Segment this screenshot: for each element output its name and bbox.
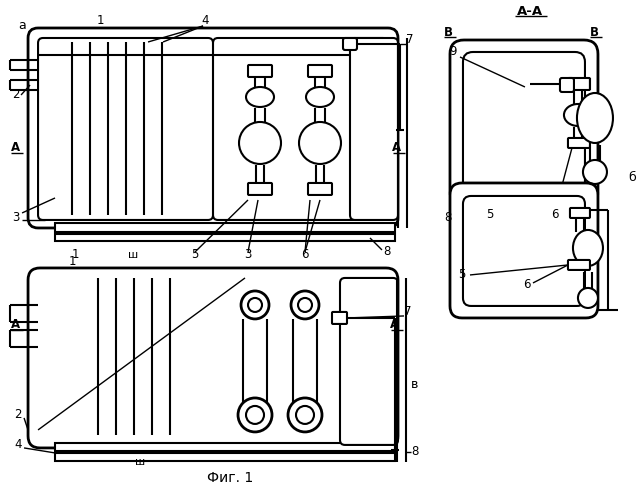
Text: 6: 6 [524, 279, 531, 291]
Circle shape [298, 298, 312, 312]
Circle shape [296, 406, 314, 424]
Circle shape [288, 398, 322, 432]
FancyBboxPatch shape [308, 183, 332, 195]
Text: 4: 4 [201, 15, 209, 27]
Text: 2: 2 [12, 89, 20, 101]
Circle shape [241, 291, 269, 319]
Text: В: В [444, 26, 452, 39]
FancyBboxPatch shape [570, 208, 590, 218]
Text: 3: 3 [244, 248, 252, 262]
Text: ш: ш [135, 457, 145, 467]
FancyBboxPatch shape [28, 28, 398, 228]
Bar [55, 453, 395, 461]
Text: А: А [390, 318, 399, 332]
Text: ш: ш [128, 250, 138, 260]
Ellipse shape [299, 122, 341, 164]
FancyBboxPatch shape [568, 260, 590, 270]
Ellipse shape [573, 230, 603, 266]
FancyBboxPatch shape [248, 183, 272, 195]
Text: 9: 9 [449, 45, 457, 58]
Text: а: а [18, 19, 26, 33]
Ellipse shape [239, 122, 281, 164]
Text: 5: 5 [191, 248, 198, 262]
Text: в: в [412, 378, 419, 392]
Ellipse shape [564, 104, 592, 126]
FancyBboxPatch shape [213, 38, 388, 220]
Text: 7: 7 [404, 305, 412, 318]
FancyBboxPatch shape [28, 268, 398, 448]
Text: 6: 6 [551, 208, 559, 222]
Text: 5: 5 [458, 268, 466, 281]
FancyBboxPatch shape [38, 38, 213, 220]
Text: 8: 8 [444, 211, 452, 225]
Circle shape [291, 291, 319, 319]
Text: 8: 8 [412, 446, 419, 458]
Text: А: А [392, 142, 401, 154]
Text: 1: 1 [68, 256, 76, 268]
FancyBboxPatch shape [350, 38, 398, 220]
Text: Фиг. 1: Фиг. 1 [207, 471, 253, 485]
Text: А-А: А-А [517, 5, 543, 19]
Text: 1: 1 [71, 248, 79, 262]
Text: 4: 4 [14, 438, 22, 451]
Ellipse shape [306, 87, 334, 107]
Text: А: А [10, 318, 20, 332]
Text: 7: 7 [406, 34, 413, 46]
Ellipse shape [246, 87, 274, 107]
Text: В: В [589, 26, 598, 39]
FancyBboxPatch shape [463, 196, 585, 306]
Circle shape [583, 160, 607, 184]
Text: 8: 8 [383, 245, 390, 259]
FancyBboxPatch shape [450, 183, 598, 318]
FancyBboxPatch shape [560, 78, 574, 92]
Bar [55, 223, 395, 232]
FancyBboxPatch shape [450, 40, 598, 205]
FancyBboxPatch shape [340, 278, 398, 445]
FancyBboxPatch shape [568, 138, 590, 148]
FancyBboxPatch shape [332, 312, 347, 324]
Circle shape [238, 398, 272, 432]
Circle shape [248, 298, 262, 312]
Bar [55, 443, 395, 451]
Bar [55, 234, 395, 241]
Text: 1: 1 [96, 15, 104, 27]
Text: А: А [10, 142, 20, 154]
FancyBboxPatch shape [343, 38, 357, 50]
Text: 5: 5 [486, 208, 493, 222]
Text: 3: 3 [12, 211, 20, 225]
Ellipse shape [577, 93, 613, 143]
Text: 6: 6 [301, 248, 308, 262]
Circle shape [246, 406, 264, 424]
Text: 2: 2 [14, 409, 22, 421]
FancyBboxPatch shape [568, 78, 590, 90]
FancyBboxPatch shape [248, 65, 272, 77]
FancyBboxPatch shape [463, 52, 585, 192]
Circle shape [578, 288, 598, 308]
Text: б: б [628, 171, 636, 185]
FancyBboxPatch shape [308, 65, 332, 77]
